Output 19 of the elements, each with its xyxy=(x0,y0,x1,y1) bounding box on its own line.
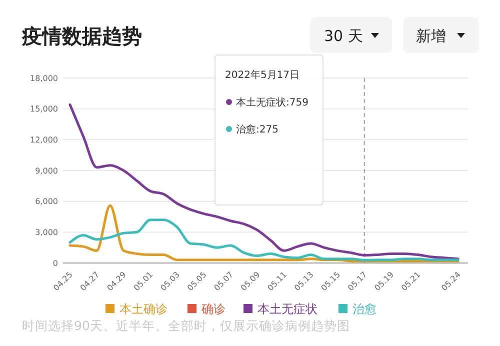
y-tick-label: 15,000 xyxy=(30,104,58,114)
period-dropdown: 30 天 xyxy=(310,17,392,53)
metric-dropdown: 新增 xyxy=(403,17,479,53)
legend-label: 治愈 xyxy=(352,302,376,316)
y-tick-label: 0 xyxy=(52,258,58,268)
line-series xyxy=(68,218,460,262)
legend-label: 本土无症状 xyxy=(258,302,318,316)
legend-label: 本土确诊 xyxy=(120,302,168,316)
y-tick-label: 6,000 xyxy=(35,197,58,206)
y-tick-label: 9,000 xyxy=(35,166,58,176)
y-tick-label: 3,000 xyxy=(35,228,58,237)
y-tick-label: 18,000 xyxy=(30,74,58,83)
legend-label: 确诊 xyxy=(200,302,226,316)
chart-title: 疫情数据趋势 xyxy=(21,24,142,48)
annotation: 本土无症状:759 xyxy=(236,96,308,108)
tooltip-box: 2022年5月17日 本土无症状:759 治愈:275 xyxy=(214,54,324,206)
annotation: 2022年5月17日 xyxy=(225,69,300,81)
annotation: 治愈:275 xyxy=(236,124,278,136)
y-tick-label: 12,000 xyxy=(30,135,58,144)
